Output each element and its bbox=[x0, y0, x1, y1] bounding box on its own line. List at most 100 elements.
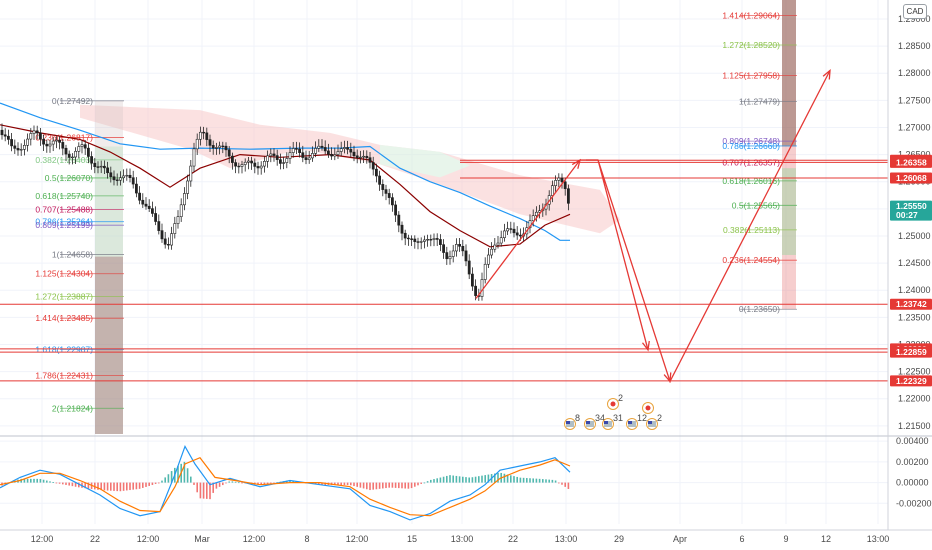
candle-body bbox=[394, 204, 398, 216]
candle-body bbox=[410, 238, 414, 240]
fib-level-label: 1.125(1.27958) bbox=[722, 71, 780, 81]
candle-body bbox=[285, 158, 289, 163]
time-axis: 12:00 22 12:00 Mar 12:00 8 12:00 15 13:00 22 13:00… bbox=[0, 529, 932, 544]
candle-body bbox=[381, 184, 385, 190]
candle-body bbox=[211, 145, 215, 149]
macd-bar bbox=[503, 473, 506, 483]
fib-level-label: 0.618(1.26016) bbox=[722, 176, 780, 186]
macd-bar bbox=[548, 479, 550, 483]
candle-body bbox=[262, 161, 266, 167]
fib-level-label: 1.414(1.29064) bbox=[722, 11, 780, 21]
candle-body bbox=[179, 204, 183, 217]
macd-bar bbox=[372, 482, 374, 490]
currency-badge[interactable]: CAD bbox=[903, 4, 927, 19]
candle-body bbox=[346, 147, 350, 150]
fib-level-label: 1.272(1.23887) bbox=[35, 291, 93, 301]
macd-bar bbox=[471, 477, 474, 483]
projection-arrows bbox=[475, 69, 831, 384]
macd-bar bbox=[561, 482, 563, 485]
candle-body bbox=[135, 183, 138, 194]
macd-bar bbox=[170, 471, 173, 483]
candle-body bbox=[480, 279, 484, 297]
fib-level-label: 0.707(1.25488) bbox=[35, 205, 93, 215]
arrow-head bbox=[571, 158, 582, 169]
macd-bar bbox=[481, 475, 483, 483]
macd-tick-label: 0.00400 bbox=[896, 436, 929, 446]
candle-body bbox=[291, 148, 295, 153]
macd-bar bbox=[132, 482, 134, 490]
candle-body bbox=[119, 177, 122, 181]
macd-bar bbox=[478, 476, 480, 483]
macd-bar bbox=[145, 482, 147, 487]
event-count: 8 bbox=[575, 413, 580, 423]
candle-body bbox=[400, 224, 404, 234]
candle-body bbox=[432, 238, 436, 240]
macd-bar bbox=[382, 482, 384, 489]
candle-body bbox=[426, 239, 430, 241]
candle-body bbox=[278, 159, 282, 164]
macd-bar bbox=[193, 482, 195, 485]
macd-tick-label: 0.00000 bbox=[896, 478, 929, 488]
us-flag-icon: 34 bbox=[584, 413, 605, 430]
candle-body bbox=[112, 176, 116, 181]
macd-bar bbox=[222, 482, 224, 486]
candle-body bbox=[298, 148, 302, 153]
price-tag bbox=[890, 375, 932, 387]
macd-bar bbox=[375, 482, 378, 490]
candle-body bbox=[90, 156, 94, 164]
candle-body bbox=[515, 232, 519, 236]
grid-lines bbox=[0, 0, 888, 524]
macd-bar bbox=[433, 479, 435, 483]
macd-bar bbox=[289, 480, 291, 483]
candle-body bbox=[490, 248, 494, 256]
time-tick-label: 12:00 bbox=[243, 534, 266, 544]
macd-bar bbox=[177, 465, 179, 483]
event-count: 12 bbox=[637, 413, 647, 423]
candles bbox=[0, 123, 570, 301]
candle-body bbox=[141, 199, 145, 205]
candle-body bbox=[509, 228, 513, 230]
candle-body bbox=[183, 193, 186, 206]
candle-body bbox=[10, 139, 14, 147]
candle-body bbox=[496, 242, 500, 246]
candle-body bbox=[250, 160, 254, 164]
candle-body bbox=[199, 131, 202, 140]
macd-bar bbox=[231, 481, 234, 483]
macd-bar bbox=[321, 482, 323, 486]
canada-flag-icon bbox=[642, 402, 654, 414]
fib-box-right-brown bbox=[782, 0, 796, 147]
macd-bar bbox=[366, 482, 368, 490]
price-tick-label: 1.22000 bbox=[898, 394, 931, 404]
macd-bar bbox=[452, 475, 454, 483]
candle-body bbox=[397, 214, 401, 226]
macd-bar bbox=[103, 482, 106, 491]
candle-body bbox=[256, 166, 260, 169]
candle-body bbox=[58, 139, 62, 143]
fib-right: 1.414(1.29064) 1.272(1.28520) 1.125(1.2795… bbox=[722, 11, 797, 314]
candle-body bbox=[77, 146, 81, 152]
price-tag bbox=[890, 298, 932, 310]
candle-body bbox=[138, 192, 142, 201]
macd-bar bbox=[158, 482, 160, 484]
candle-body bbox=[128, 174, 132, 178]
macd-bar bbox=[439, 477, 442, 483]
candle-body bbox=[208, 139, 212, 146]
macd-bar bbox=[97, 482, 99, 490]
macd-bar bbox=[234, 481, 237, 483]
candle-body bbox=[352, 151, 356, 157]
time-tick-label: 9 bbox=[783, 534, 788, 544]
macd-bar bbox=[55, 482, 58, 484]
time-tick-label: 12:00 bbox=[346, 534, 369, 544]
macd-bar bbox=[532, 478, 534, 483]
us-flag-icon: 12 bbox=[626, 413, 647, 430]
candle-body bbox=[310, 153, 314, 159]
time-tick-label: 22 bbox=[508, 534, 518, 544]
macd-bar bbox=[161, 480, 163, 483]
candle-body bbox=[74, 150, 78, 158]
candle-body bbox=[269, 153, 273, 157]
candle-body bbox=[19, 149, 23, 151]
macd-bar bbox=[340, 482, 342, 486]
arrow-head bbox=[641, 340, 650, 352]
macd-bar bbox=[449, 475, 451, 483]
